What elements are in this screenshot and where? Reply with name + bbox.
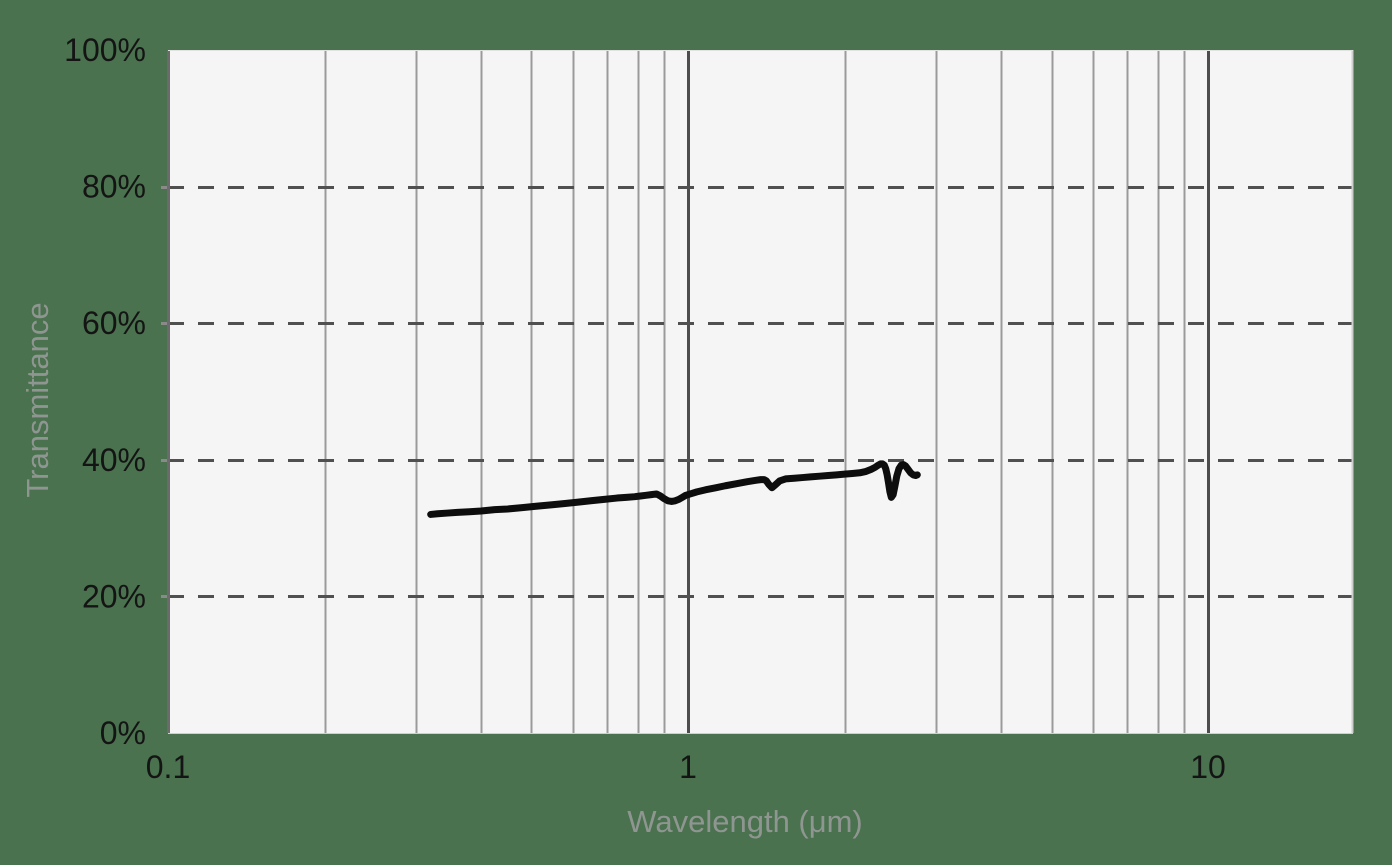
y-tick-label: 60%	[82, 305, 146, 341]
plot-area-background	[168, 50, 1353, 733]
x-tick-label: 0.1	[146, 749, 190, 785]
y-tick-label: 0%	[100, 715, 146, 751]
y-axis-ticks	[161, 186, 168, 598]
x-axis-title: Wavelength (μm)	[627, 804, 863, 839]
series-line-transmittance	[427, 460, 921, 518]
y-tick-label: 40%	[82, 442, 146, 478]
y-axis-title: Transmittance	[20, 302, 55, 497]
y-tick-label: 80%	[82, 169, 146, 205]
y-tick-label: 20%	[82, 578, 146, 614]
x-minor-gridlines	[324, 50, 1186, 733]
y-tick-labels: 0% 20% 40% 60% 80% 100%	[64, 32, 146, 751]
x-tick-label: 10	[1190, 749, 1226, 785]
x-major-gridlines	[687, 50, 1210, 733]
x-tick-label: 1	[679, 749, 697, 785]
x-tick-labels: 0.1 1 10	[146, 749, 1226, 785]
y-tick-label: 100%	[64, 32, 146, 68]
